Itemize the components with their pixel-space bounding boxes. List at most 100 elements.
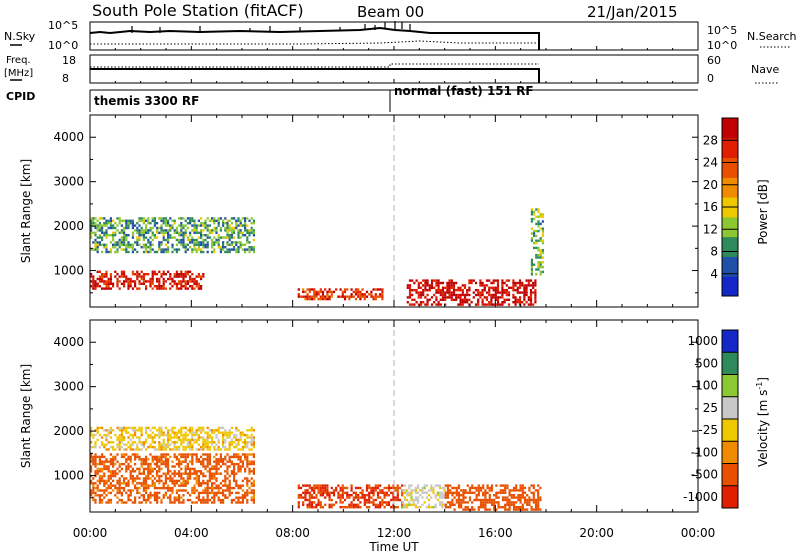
power-data-cell xyxy=(140,275,143,278)
power-data-cell xyxy=(539,256,542,259)
velocity-data-cell xyxy=(526,494,529,497)
velocity-data-cell xyxy=(515,508,518,511)
velocity-data-cell xyxy=(171,501,174,504)
velocity-data-cell xyxy=(250,460,253,463)
velocity-data-cell xyxy=(477,506,480,509)
power-data-cell xyxy=(533,232,536,235)
power-data-cell xyxy=(466,289,469,292)
velocity-data-cell xyxy=(158,455,161,459)
velocity-data-cell xyxy=(230,472,233,475)
power-data-cell xyxy=(516,291,519,294)
velocity-data-cell xyxy=(138,438,141,442)
velocity-data-cell xyxy=(118,462,121,466)
velocity-data-cell xyxy=(233,486,236,490)
velocity-data-cell xyxy=(114,470,117,473)
velocity-data-cell xyxy=(419,494,422,497)
power-data-cell xyxy=(118,241,121,244)
velocity-data-cell xyxy=(103,496,106,499)
power-data-cell xyxy=(109,217,112,220)
velocity-data-cell xyxy=(430,489,433,492)
power-data-cell xyxy=(459,293,462,297)
velocity-data-cell xyxy=(519,501,522,504)
velocity-data-cell xyxy=(109,477,112,480)
velocity-data-cell xyxy=(197,448,200,451)
power-data-cell xyxy=(306,293,309,296)
power-data-cell xyxy=(94,231,97,234)
velocity-data-cell xyxy=(182,482,185,485)
power-data-cell xyxy=(224,246,227,249)
power-data-cell xyxy=(357,288,360,291)
power-colorbar-segment xyxy=(722,256,738,277)
power-data-cell xyxy=(116,273,119,276)
power-data-cell xyxy=(354,297,358,301)
power-data-cell xyxy=(226,231,229,234)
power-data-cell xyxy=(197,224,200,227)
velocity-data-cell xyxy=(189,470,192,473)
velocity-data-cell xyxy=(217,460,220,463)
velocity-data-cell xyxy=(197,438,200,442)
power-data-cell xyxy=(94,224,97,227)
power-data-cell xyxy=(103,287,106,290)
velocity-data-cell xyxy=(215,458,218,461)
power-data-cell xyxy=(452,293,456,297)
velocity-data-cell xyxy=(164,458,167,461)
velocity-data-cell xyxy=(142,477,145,480)
power-data-cell xyxy=(494,291,497,294)
power-data-cell xyxy=(186,270,189,273)
velocity-data-cell xyxy=(417,498,420,502)
power-data-cell xyxy=(208,231,211,234)
power-data-cell xyxy=(109,222,112,225)
velocity-data-cell xyxy=(417,501,420,504)
power-data-cell xyxy=(494,289,497,292)
velocity-data-cell xyxy=(315,484,318,487)
power-data-cell xyxy=(530,208,533,211)
velocity-data-cell xyxy=(495,484,498,487)
power-data-cell xyxy=(235,219,238,222)
power-data-cell xyxy=(200,243,203,246)
power-data-cell xyxy=(169,273,172,276)
power-data-cell xyxy=(419,281,423,285)
velocity-data-cell xyxy=(219,465,222,468)
velocity-data-cell xyxy=(401,491,404,494)
power-data-cell xyxy=(541,261,544,264)
power-data-cell xyxy=(450,281,453,285)
velocity-data-cell xyxy=(357,498,360,502)
velocity-data-cell xyxy=(306,503,309,506)
velocity-data-cell xyxy=(222,498,225,502)
velocity-data-cell xyxy=(189,448,192,451)
power-data-cell xyxy=(112,219,115,222)
power-data-cell xyxy=(539,215,542,218)
velocity-data-cell xyxy=(383,501,386,504)
power-data-cell xyxy=(103,280,106,283)
power-data-cell xyxy=(101,226,104,230)
velocity-data-cell xyxy=(250,448,253,451)
power-data-cell xyxy=(114,246,117,249)
velocity-data-cell xyxy=(365,501,369,504)
power-data-cell xyxy=(357,295,360,298)
power-data-cell xyxy=(217,236,220,239)
velocity-data-cell xyxy=(365,486,369,490)
velocity-data-cell xyxy=(184,460,187,463)
velocity-data-cell xyxy=(468,491,472,494)
velocity-data-cell xyxy=(233,474,236,478)
power-data-cell xyxy=(182,275,185,278)
velocity-data-cell xyxy=(508,503,511,506)
power-data-cell xyxy=(160,243,163,246)
velocity-data-cell xyxy=(206,482,209,485)
velocity-data-cell xyxy=(297,486,300,490)
power-data-cell xyxy=(485,279,489,282)
velocity-data-cell xyxy=(515,501,518,504)
velocity-data-cell xyxy=(368,486,371,490)
velocity-data-cell xyxy=(96,489,99,492)
power-data-cell xyxy=(197,248,200,251)
velocity-data-cell xyxy=(211,482,214,485)
velocity-data-cell xyxy=(129,489,132,492)
power-data-cell xyxy=(98,234,101,237)
power-data-cell xyxy=(118,219,121,222)
power-data-cell xyxy=(215,226,218,230)
power-data-cell xyxy=(501,293,504,297)
power-data-cell xyxy=(213,241,216,244)
velocity-data-cell xyxy=(237,429,240,432)
velocity-data-cell xyxy=(228,448,231,451)
power-data-cell xyxy=(193,238,196,242)
